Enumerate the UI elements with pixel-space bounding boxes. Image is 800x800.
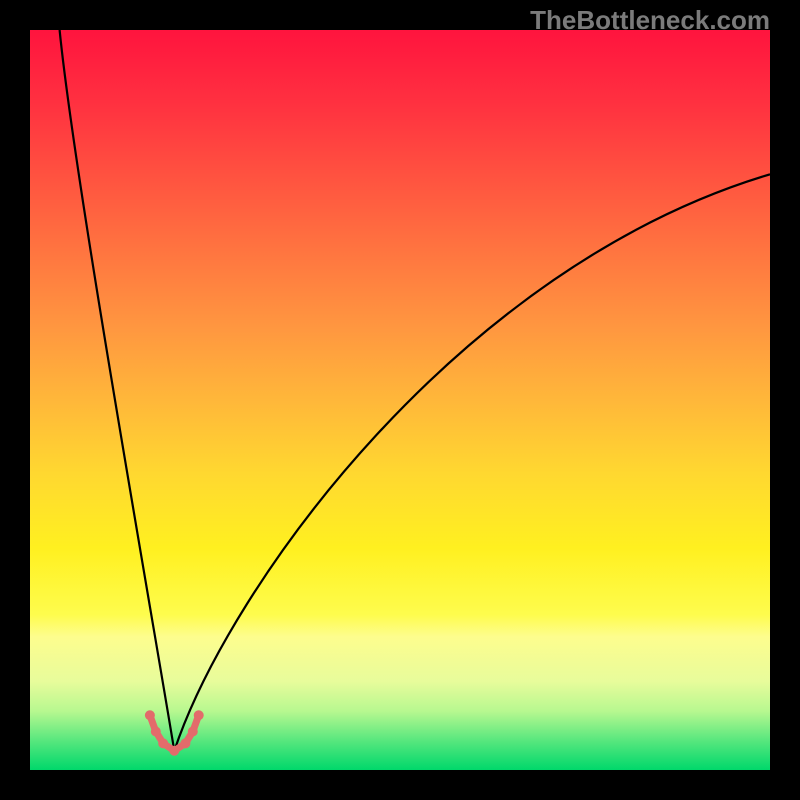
- bottom-highlight-point: [151, 727, 161, 737]
- gradient-background: [30, 30, 770, 770]
- watermark-text: TheBottleneck.com: [530, 5, 770, 36]
- bottom-highlight-point: [145, 710, 155, 720]
- chart-frame: TheBottleneck.com: [0, 0, 800, 800]
- bottom-highlight-point: [169, 746, 179, 756]
- bottom-highlight-point: [188, 727, 198, 737]
- bottom-highlight-point: [194, 710, 204, 720]
- bottom-highlight-point: [158, 738, 168, 748]
- bottom-highlight-point: [180, 738, 190, 748]
- plot-area: [30, 30, 770, 770]
